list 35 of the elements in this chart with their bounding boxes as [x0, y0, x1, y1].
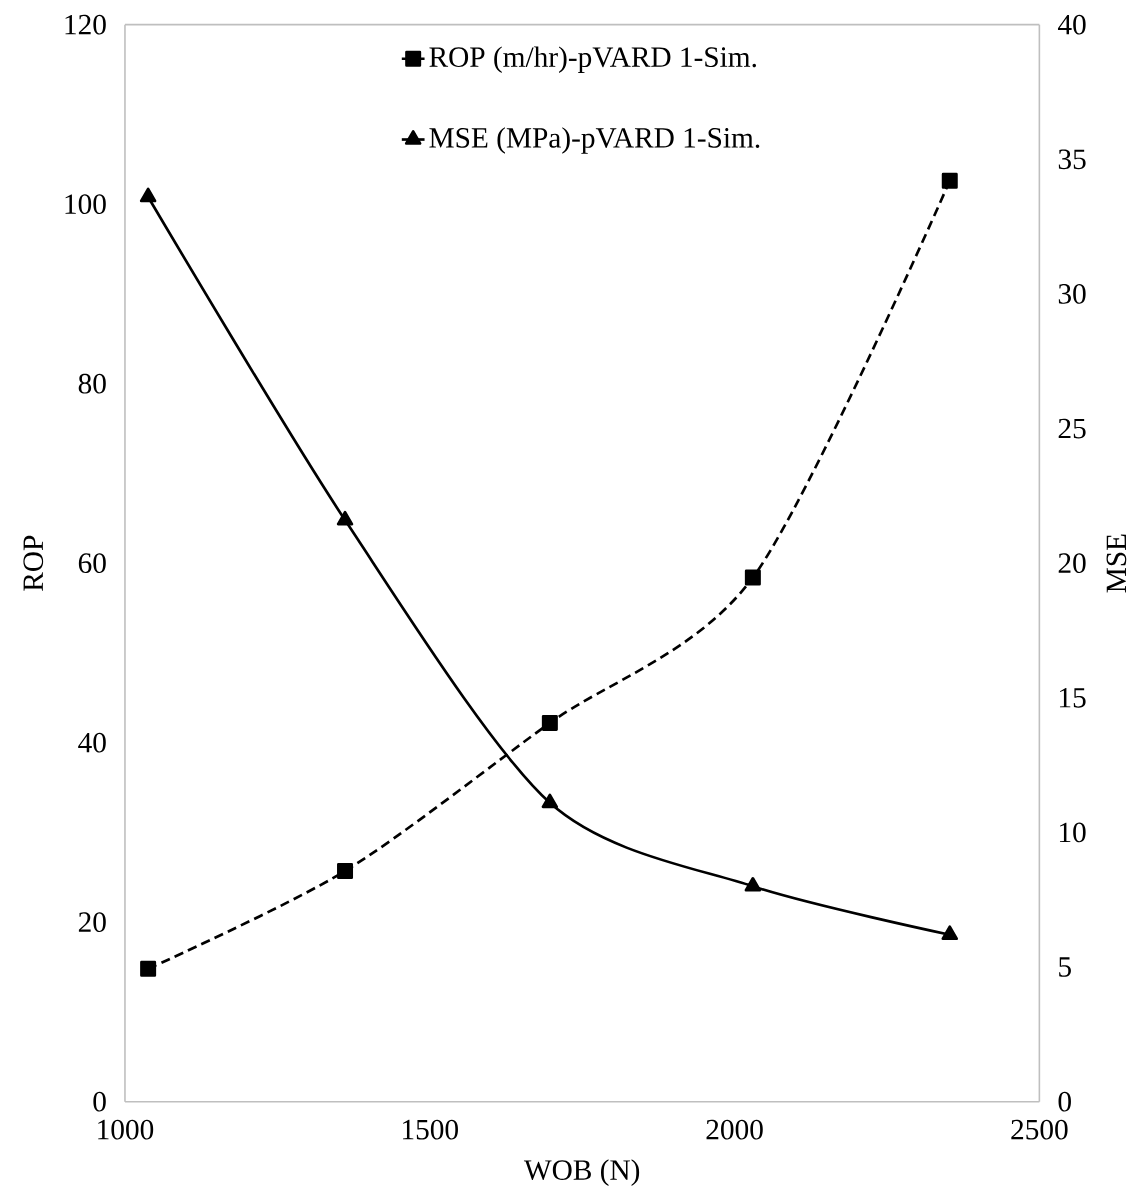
legend-label: ROP (m/hr)-pVARD 1-Sim.	[429, 46, 757, 74]
point	[941, 925, 959, 941]
y-tick-label: 0	[93, 1091, 106, 1112]
point	[541, 793, 559, 809]
y-tick-label: 80	[78, 373, 106, 394]
y2-tick-label: 15	[1060, 687, 1086, 708]
y2-tick-label: 40	[1058, 14, 1086, 35]
y2-axis-title: MSE	[1106, 534, 1127, 593]
y-tick-label: 20	[79, 912, 106, 933]
x-tick-label: 1000	[98, 1119, 154, 1140]
point	[745, 569, 762, 586]
x-tick-label: 2500	[1011, 1119, 1068, 1140]
y-tick-label: 60	[79, 553, 106, 574]
point	[140, 960, 157, 977]
y-tick-label: 120	[65, 14, 106, 35]
y2-tick-label: 0	[1058, 1091, 1072, 1112]
point	[542, 714, 559, 731]
y2-tick-label: 25	[1058, 418, 1086, 439]
point	[744, 876, 762, 892]
y2-tick-label: 35	[1058, 149, 1086, 170]
y-tick-label: 100	[65, 194, 106, 215]
point	[140, 187, 157, 203]
y2-tick-label: 10	[1060, 822, 1086, 843]
point	[941, 172, 958, 189]
legend-label: MSE (MPa)-pVARD 1-Sim.	[429, 127, 760, 154]
point	[336, 510, 354, 526]
y2-tick-label: 30	[1058, 284, 1086, 304]
x-tick-label: 2000	[706, 1119, 763, 1140]
x-tick-label: 1500	[403, 1119, 459, 1140]
y2-tick-label: 20	[1058, 553, 1086, 574]
x-axis-title: WOB (N)	[524, 1159, 640, 1186]
y-tick-label: 40	[78, 732, 106, 753]
y-axis-title: ROP	[23, 535, 44, 591]
y2-tick-label: 5	[1059, 957, 1072, 977]
point	[337, 863, 354, 880]
